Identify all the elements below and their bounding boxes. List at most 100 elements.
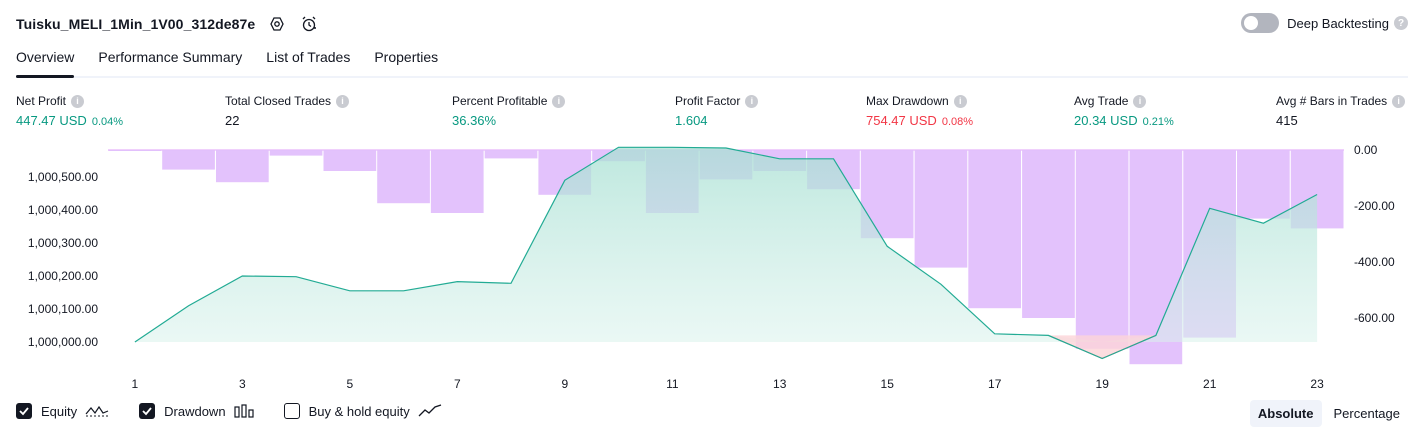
drawdown-bar [914,150,968,268]
drawdown-bar [430,150,484,213]
info-icon[interactable]: i [71,94,85,108]
x-axis-tick: 13 [773,377,787,391]
info-icon[interactable]: i [953,94,967,108]
left-axis-tick: 1,000,200.00 [28,269,98,283]
x-axis-tick: 11 [666,377,679,391]
drawdown-bars-icon [233,404,254,418]
chart-legend: Equity Drawdown Buy & hold equity [16,403,472,419]
metric-label: Profit Factor [675,94,741,108]
metric-percent-profitable: Percent Profitable i 36.36% [452,94,566,128]
drawdown-bar [323,150,377,171]
x-axis-tick: 23 [1310,377,1324,391]
legend-label: Drawdown [164,403,226,419]
info-icon[interactable]: i [745,94,759,108]
info-icon[interactable]: i [336,94,350,108]
deep-backtesting-label: Deep Backtesting [1287,15,1389,31]
metric-label: Max Drawdown [866,94,949,108]
metric-label: Net Profit [16,94,67,108]
x-axis-tick: 7 [454,377,461,391]
drawdown-bar [484,150,538,159]
help-icon[interactable]: ? [1394,16,1408,30]
right-axis-tick: -200.00 [1354,199,1395,213]
tab-performance-summary[interactable]: Performance Summary [98,49,243,65]
metric-percent: 0.08% [941,116,974,128]
equity-line [134,146,1318,360]
right-axis-tick: -600.00 [1354,311,1395,325]
x-axis-tick: 19 [1096,377,1110,391]
settings-icon[interactable] [267,14,287,34]
drawdown-bar [216,150,269,183]
drawdown-bar [1022,150,1075,318]
x-axis-tick: 17 [988,377,1002,391]
tab-properties[interactable]: Properties [374,49,439,65]
deep-backtesting-toggle[interactable] [1241,13,1280,33]
x-axis-tick: 3 [239,377,246,391]
alert-clock-icon[interactable] [299,14,319,34]
metric-value: 1.604 [675,113,708,128]
buy-hold-line-icon [418,404,442,418]
absolute-button[interactable]: Absolute [1249,400,1322,427]
metric-value: 20.34 USD [1074,113,1138,128]
metric-label: Total Closed Trades [225,94,332,108]
strategy-header: Tuisku_MELI_1Min_1V00_312de87e [16,12,319,36]
metric-value: 22 [225,113,240,128]
drawdown-checkbox[interactable] [139,403,156,419]
metric-value: 415 [1276,113,1298,128]
legend-buy-hold[interactable]: Buy & hold equity [283,403,442,419]
drawdown-bar [162,150,215,170]
metric-avg-bars: Avg # Bars in Trades i 415 [1276,94,1406,128]
drawdown-bar [1075,150,1129,349]
info-icon[interactable]: i [1133,94,1147,108]
metric-total-closed-trades: Total Closed Trades i 22 [225,94,350,128]
metric-label: Avg Trade [1074,94,1129,108]
equity-area [134,147,1318,342]
percentage-button[interactable]: Percentage [1333,406,1401,421]
legend-label: Equity [41,403,78,419]
metric-max-drawdown: Max Drawdown i 754.47 USD 0.08% [866,94,973,128]
left-axis-tick: 1,000,100.00 [28,302,98,316]
drawdown-bar [1237,150,1290,219]
x-axis-tick: 21 [1203,377,1217,391]
x-axis-tick: 15 [881,377,895,391]
drawdown-bar [968,150,1021,309]
tab-list-of-trades[interactable]: List of Trades [266,49,351,65]
tab-bar: Overview Performance Summary List of Tra… [16,46,1408,78]
chart-mode-switch: Absolute Percentage [1246,400,1408,427]
left-axis-tick: 1,000,500.00 [28,170,98,184]
metric-net-profit: Net Profit i 447.47 USD 0.04% [16,94,123,128]
buy-hold-checkbox[interactable] [283,403,300,419]
equity-line-icon [85,404,109,418]
drawdown-bar [377,150,430,204]
x-axis-tick: 5 [346,377,353,391]
toggle-knob [1244,16,1259,30]
info-icon[interactable]: i [1392,94,1406,108]
right-axis-tick: -400.00 [1354,255,1395,269]
left-axis-tick: 1,000,300.00 [28,236,98,250]
metric-label: Percent Profitable [452,94,548,108]
left-axis-tick: 1,000,400.00 [28,203,98,217]
x-axis-tick: 1 [132,377,139,391]
equity-below-area [1048,335,1156,359]
right-axis-tick: 0.00 [1354,143,1378,157]
metric-percent: 0.04% [91,116,124,128]
legend-equity[interactable]: Equity [16,403,109,419]
metric-value: 754.47 USD [866,113,937,128]
deep-backtesting-control: Deep Backtesting ? [1241,13,1408,33]
metric-avg-trade: Avg Trade i 20.34 USD 0.21% [1074,94,1174,128]
drawdown-bar [269,150,323,156]
equity-checkbox[interactable] [16,403,32,419]
metric-profit-factor: Profit Factor i 1.604 [675,94,759,128]
metric-label: Avg # Bars in Trades [1276,94,1388,108]
metric-percent: 0.21% [1142,116,1174,128]
tab-overview[interactable]: Overview [16,46,75,78]
equity-drawdown-chart: 1,000,000.00 1,000,100.00 1,000,200.00 1,00… [28,143,1395,391]
strategy-title: Tuisku_MELI_1Min_1V00_312de87e [16,16,256,32]
legend-label: Buy & hold equity [308,403,410,419]
metric-value: 36.36% [452,113,497,128]
left-axis-tick: 1,000,000.00 [28,335,98,349]
metric-value: 447.47 USD [16,113,87,128]
legend-drawdown[interactable]: Drawdown [139,403,254,419]
drawdown-bar [108,150,162,151]
info-icon[interactable]: i [552,94,566,108]
x-axis-tick: 9 [561,377,568,391]
